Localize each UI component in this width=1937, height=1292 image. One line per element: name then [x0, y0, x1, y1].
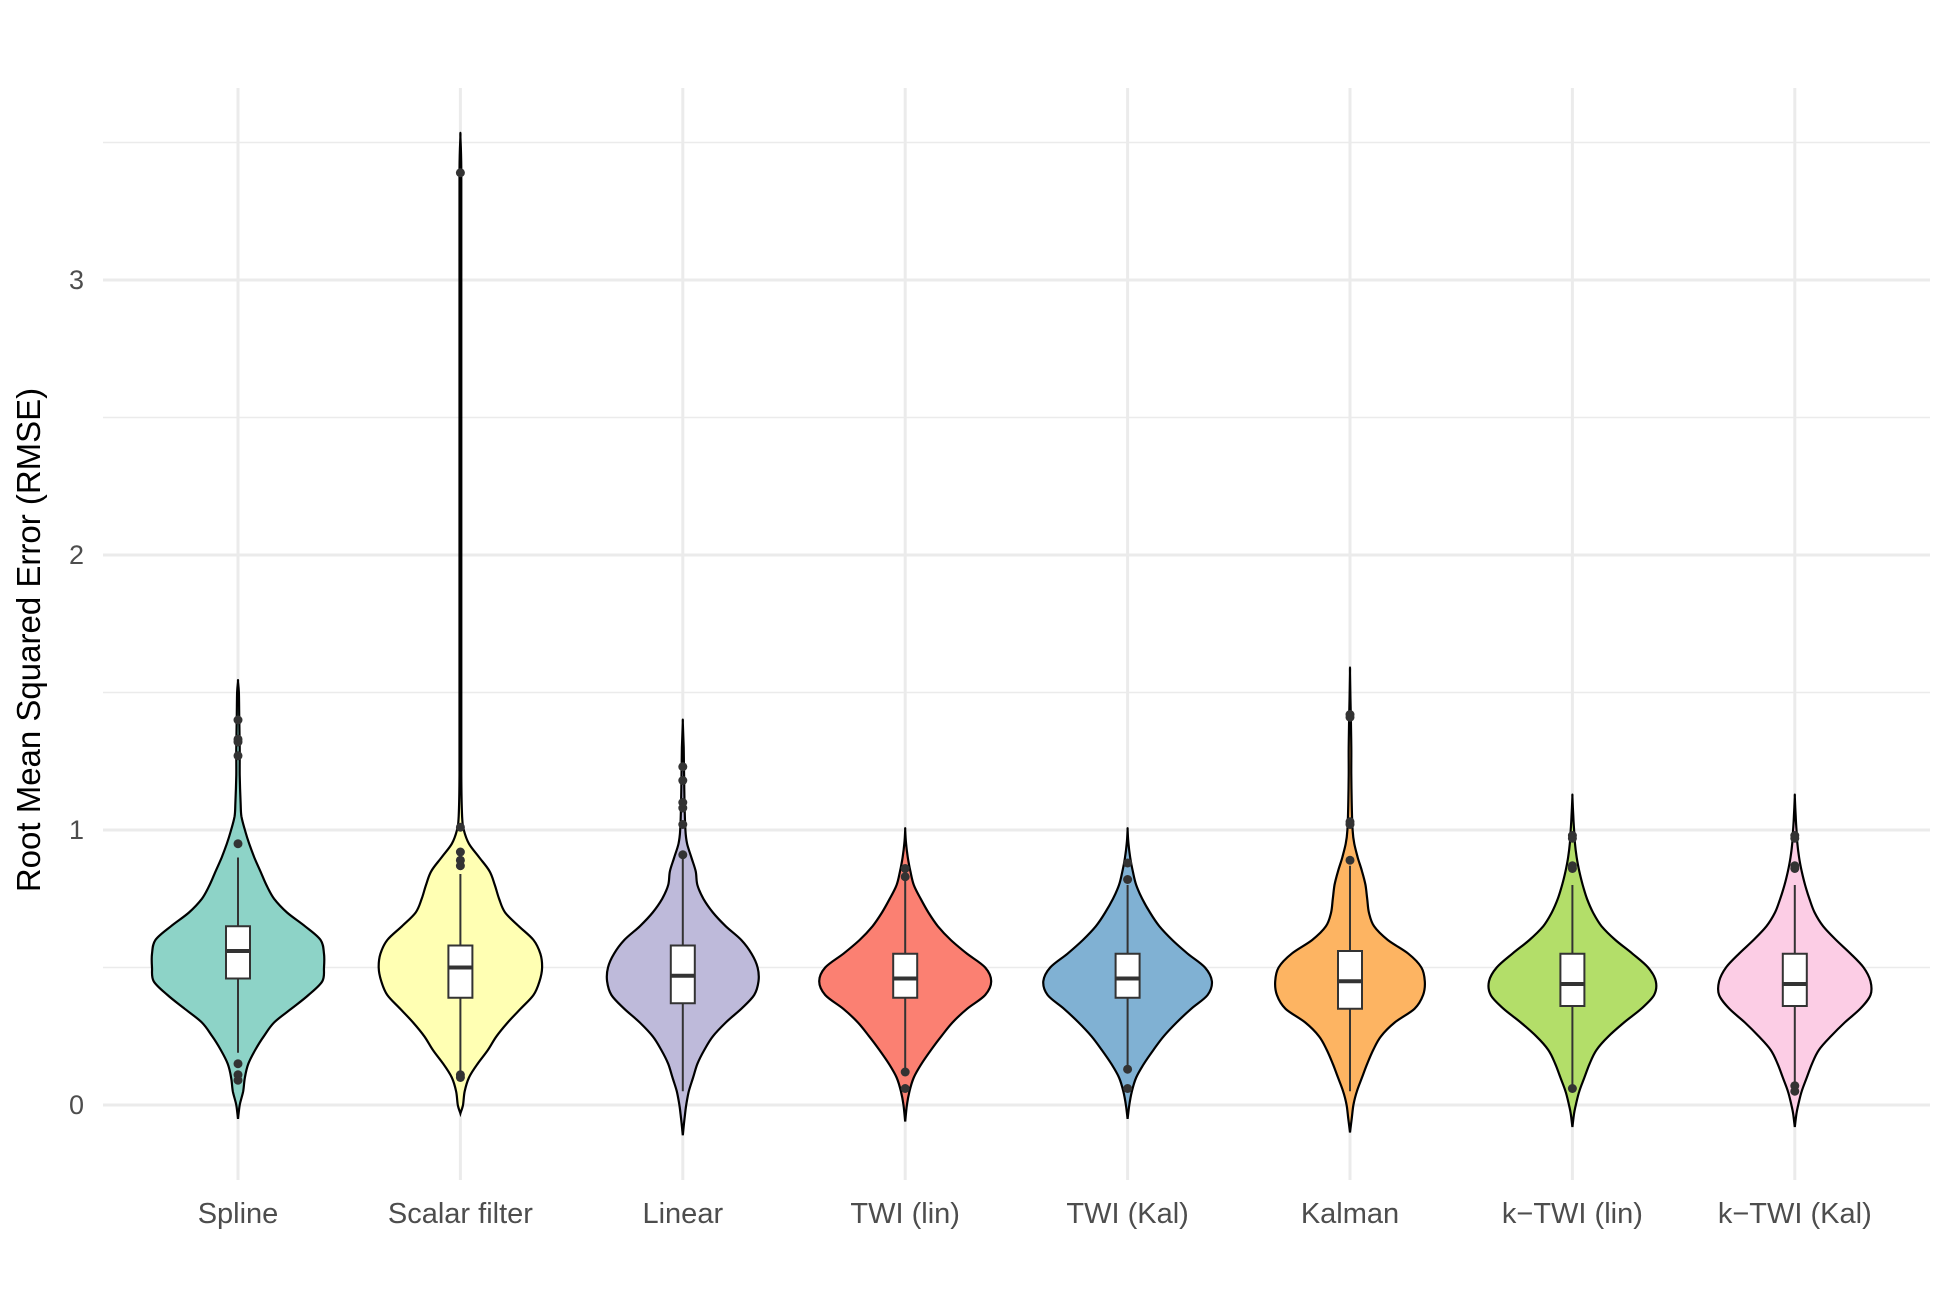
outlier-point	[1567, 833, 1577, 843]
outlier-point	[900, 1067, 910, 1077]
outlier-point	[455, 861, 465, 871]
y-axis-title: Root Mean Squared Error (RMSE)	[10, 388, 47, 892]
outlier-point	[1790, 833, 1800, 843]
x-tick-label: Linear	[642, 1198, 723, 1230]
violin-group	[1487, 793, 1658, 1128]
violin-group	[818, 827, 993, 1122]
x-tick-label: Scalar filter	[388, 1198, 533, 1230]
outlier-point	[1123, 858, 1133, 868]
outlier-point	[233, 715, 243, 725]
outlier-point	[1567, 1084, 1577, 1093]
outlier-point	[678, 776, 688, 785]
outlier-point	[1345, 712, 1355, 722]
outlier-point	[455, 1073, 465, 1082]
outlier-point	[678, 820, 688, 829]
x-tick-labels: Spline Scalar filter Linear TWI (lin) TWI (K…	[198, 1198, 1872, 1230]
outlier-point	[900, 1084, 910, 1093]
violin-group	[605, 718, 760, 1136]
outlier-point	[233, 1059, 243, 1069]
outlier-point	[1790, 864, 1800, 873]
outlier-point	[1123, 1064, 1133, 1074]
violin-group	[1274, 666, 1426, 1133]
outlier-point	[678, 803, 688, 813]
box-iqr	[1781, 952, 1808, 1007]
x-tick-label: k−TWI (lin)	[1502, 1198, 1643, 1230]
violin-group	[1042, 827, 1214, 1119]
violin-group	[377, 131, 544, 1118]
violin-group	[150, 679, 326, 1119]
box-iqr	[447, 944, 474, 999]
outlier-point	[1345, 820, 1355, 829]
outlier-point	[1345, 855, 1355, 865]
outlier-point	[678, 850, 688, 860]
violin-group	[1716, 793, 1873, 1128]
outlier-point	[233, 734, 243, 744]
box-iqr	[1114, 952, 1141, 999]
y-tick-label: 2	[69, 540, 84, 570]
x-tick-label: k−TWI (Kal)	[1718, 1198, 1872, 1230]
outlier-point	[900, 864, 910, 873]
x-tick-label: Spline	[198, 1198, 279, 1230]
outlier-point	[1790, 1086, 1800, 1096]
x-tick-label: TWI (lin)	[850, 1198, 960, 1230]
y-tick-labels: 0 1 2 3	[69, 265, 84, 1120]
outlier-point	[455, 847, 465, 857]
x-tick-label: Kalman	[1301, 1198, 1399, 1230]
outlier-point	[1567, 864, 1577, 873]
outlier-point	[678, 762, 688, 772]
y-tick-label: 0	[69, 1090, 84, 1120]
box-iqr	[1559, 952, 1586, 1007]
outlier-point	[455, 168, 465, 178]
outlier-point	[233, 1075, 243, 1085]
y-tick-label: 3	[69, 265, 84, 295]
outlier-point	[233, 751, 243, 761]
x-tick-label: TWI (Kal)	[1066, 1198, 1188, 1230]
outlier-point	[233, 839, 243, 849]
box-iqr	[892, 952, 919, 999]
violins	[150, 131, 1873, 1136]
outlier-point	[900, 872, 910, 882]
outlier-point	[1123, 1084, 1133, 1093]
violin-body	[377, 131, 544, 1118]
y-tick-label: 1	[69, 815, 84, 845]
grid	[103, 88, 1930, 1180]
outlier-point	[1123, 875, 1133, 884]
outlier-point	[455, 822, 465, 832]
